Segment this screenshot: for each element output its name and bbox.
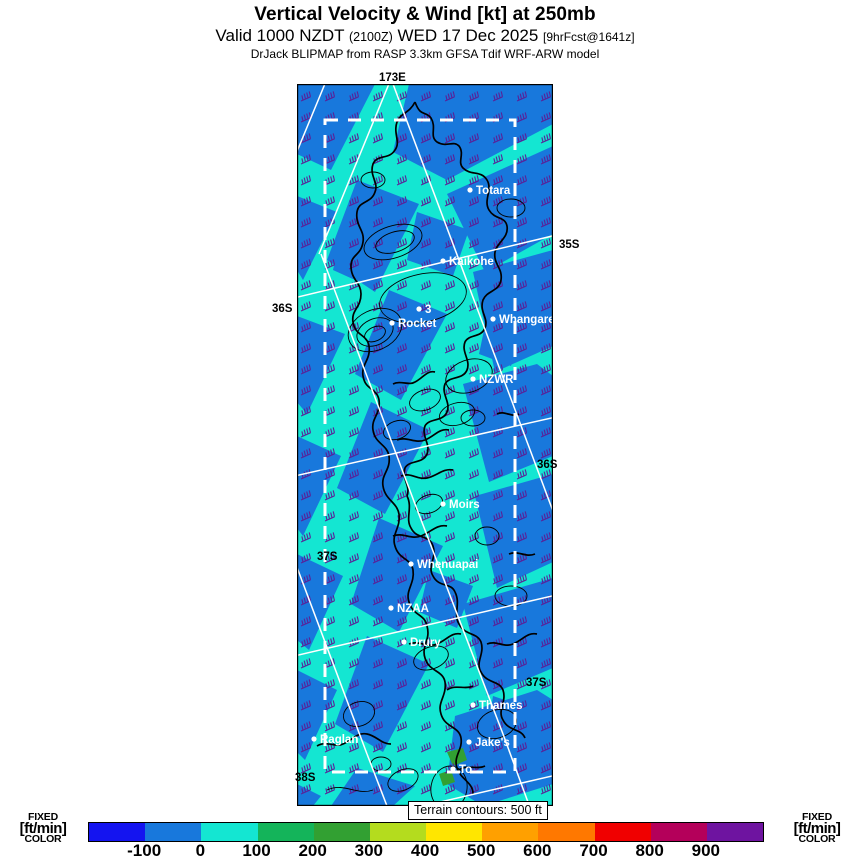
forecast-stamp: [9hrFcst@1641z] bbox=[543, 30, 635, 44]
colorbar-tick-300: 300 bbox=[354, 841, 384, 860]
graticule-label-36s-left: 36S bbox=[272, 303, 293, 315]
colorbar-segment-0 bbox=[89, 823, 146, 841]
terrain-contour-legend: Terrain contours: 500 ft bbox=[408, 801, 548, 820]
page-title: Vertical Velocity & Wind [kt] at 250mb bbox=[254, 4, 596, 25]
endcap-left-fixed: FIXED bbox=[28, 811, 58, 823]
colorbar-tick-800: 800 bbox=[635, 841, 664, 860]
colorbar-endcap-left: FIXED [ft/min] COLOR bbox=[8, 812, 78, 845]
colorbar-tick-900: 900 bbox=[691, 841, 721, 860]
colorbar-segment-10 bbox=[650, 823, 707, 841]
svg-text:Whenuapai: Whenuapai bbox=[417, 559, 478, 571]
colorbar-segment-8 bbox=[538, 823, 595, 841]
svg-text:NZAA: NZAA bbox=[397, 603, 429, 615]
graticule-label-173e: 173E bbox=[379, 72, 406, 84]
graticule-label-35s-right: 35S bbox=[559, 239, 580, 251]
valid-time-line: Valid 1000 NZDT (2100Z) WED 17 Dec 2025 … bbox=[0, 26, 850, 47]
colorbar-segment-4 bbox=[313, 823, 370, 841]
colorbar-tick-400: 400 bbox=[410, 841, 440, 860]
colorbar-tick-200: 200 bbox=[298, 841, 327, 860]
colorbar-segment-2 bbox=[201, 823, 258, 841]
graticule-label-36s-right: 36S bbox=[537, 459, 558, 471]
endcap-right-units: [ft/min] bbox=[793, 820, 841, 837]
colorbar-segment-7 bbox=[482, 823, 539, 841]
colorbar-tick-labels: -100 0 100 200 300 400 500 600 700 800 900 bbox=[88, 841, 762, 863]
colorbar-tick-700: 700 bbox=[579, 841, 608, 860]
colorbar-endcap-right: FIXED [ft/min] COLOR bbox=[782, 812, 850, 845]
graticule-label-38s-left: 38S bbox=[295, 772, 316, 784]
endcap-left-color: COLOR bbox=[24, 833, 62, 845]
colorbar-tick-100: 100 bbox=[242, 841, 271, 860]
map-panel[interactable]: Totara Kaikohe 3 Rocket Whangarei NZWR M… bbox=[272, 72, 580, 806]
svg-text:Jake's: Jake's bbox=[475, 737, 510, 749]
svg-text:Drury: Drury bbox=[410, 637, 441, 649]
svg-text:To: To bbox=[459, 764, 472, 776]
graticule-label-37s-right: 37S bbox=[526, 677, 547, 689]
valid-prefix: Valid 1000 NZDT bbox=[215, 26, 345, 45]
colorbar-tick--100: -100 bbox=[127, 841, 162, 860]
colorbar-segment-9 bbox=[594, 823, 651, 841]
svg-text:Raglan: Raglan bbox=[320, 734, 358, 746]
endcap-right-color: COLOR bbox=[798, 833, 836, 845]
colorbar-segment-11 bbox=[706, 823, 764, 841]
svg-text:Moirs: Moirs bbox=[449, 499, 480, 511]
svg-text:3: 3 bbox=[425, 304, 431, 316]
colorbar-tick-0: 0 bbox=[195, 841, 206, 860]
svg-text:NZWR: NZWR bbox=[479, 374, 514, 386]
endcap-left-units: [ft/min] bbox=[19, 820, 67, 837]
colorbar-tick-500: 500 bbox=[466, 841, 496, 860]
colorbar-segment-3 bbox=[257, 823, 314, 841]
vertical-velocity-map[interactable]: Totara Kaikohe 3 Rocket Whangarei NZWR M… bbox=[297, 84, 553, 806]
svg-text:Thames: Thames bbox=[479, 700, 522, 712]
graticule-label-37s-left: 37S bbox=[317, 551, 338, 563]
svg-text:Rocket: Rocket bbox=[398, 318, 437, 330]
colorbar-tick-600: 600 bbox=[523, 841, 552, 860]
title-block: Vertical Velocity & Wind [kt] at 250mb V… bbox=[0, 0, 850, 62]
colorbar bbox=[88, 822, 764, 842]
colorbar-segment-1 bbox=[145, 823, 202, 841]
colorbar-segment-6 bbox=[426, 823, 483, 841]
svg-text:Totara: Totara bbox=[476, 185, 511, 197]
valid-date: WED 17 Dec 2025 bbox=[397, 26, 539, 45]
colorbar-segment-5 bbox=[369, 823, 427, 841]
svg-text:Kaikohe: Kaikohe bbox=[449, 256, 494, 268]
endcap-right-fixed: FIXED bbox=[802, 811, 832, 823]
svg-text:Whangarei: Whangarei bbox=[499, 314, 553, 326]
valid-zulu: (2100Z) bbox=[348, 30, 393, 44]
model-line: DrJack BLIPMAP from RASP 3.3km GFSA Tdif… bbox=[250, 47, 600, 61]
